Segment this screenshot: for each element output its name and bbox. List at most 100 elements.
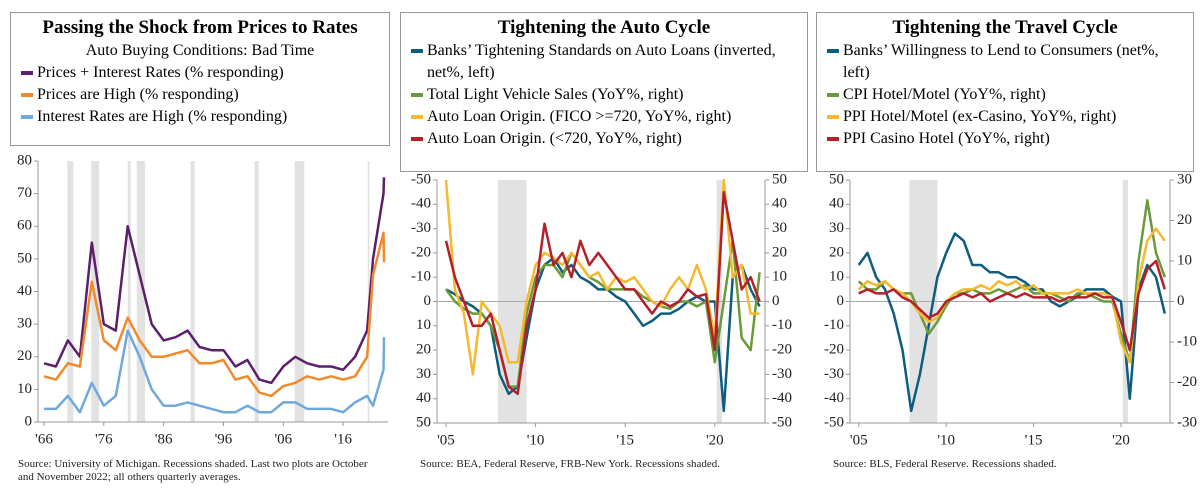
legend-label: Total Light Vehicle Sales (YoY%, right) (427, 86, 684, 103)
series-line (43, 177, 386, 385)
legend-box: Tightening the Auto Cycle Banks’ Tighteni… (400, 12, 808, 172)
y-tick-label: 50 (17, 250, 32, 266)
legend-swatch (411, 115, 423, 119)
legend-label: Banks’ Tightening Standards on Auto Loan… (427, 42, 776, 81)
legend-swatch (827, 93, 839, 97)
legend-swatch (411, 49, 423, 53)
legend-entry: Prices + Interest Rates (% responding) (19, 62, 381, 84)
y-tick-label: 30 (416, 366, 431, 382)
series-line (444, 239, 761, 388)
legend-box: Tightening the Travel Cycle Banks’ Willin… (816, 12, 1194, 172)
y-tick-label: 10 (416, 317, 431, 333)
series-line (857, 232, 1167, 413)
x-tick-label: '86 (155, 431, 173, 447)
y-tick-label: 40 (416, 390, 431, 406)
legend-swatch (411, 137, 423, 141)
chart-title: Tightening the Auto Cycle (497, 17, 711, 38)
y2-tick-label: 0 (772, 293, 780, 309)
y-tick-label: -30 (824, 366, 844, 382)
chart-title: Passing the Shock from Prices to Rates (42, 17, 358, 38)
y-tick-label: -40 (824, 390, 844, 406)
y2-tick-label: -10 (1177, 333, 1197, 349)
series-line (43, 231, 386, 398)
y-tick-label: -20 (411, 244, 431, 260)
legend-title: Auto Buying Conditions: Bad Time (85, 42, 315, 59)
y-tick-label: 70 (17, 185, 32, 201)
x-tick-label: '06 (274, 431, 292, 447)
x-tick-label: '05 (850, 432, 868, 448)
legend-entry: Prices are High (% responding) (19, 84, 381, 106)
y-tick-label: -50 (411, 171, 431, 187)
recession-band (294, 161, 305, 422)
legend-entry: Auto Loan Origin. (<720, YoY%, right) (409, 128, 799, 150)
recession-band (127, 161, 131, 422)
y2-tick-label: -10 (772, 317, 792, 333)
recession-band (367, 161, 370, 422)
x-tick-label: '20 (706, 432, 724, 448)
legend-entry: Banks’ Willingness to Lend to Consumers … (825, 40, 1185, 84)
legend-label: CPI Hotel/Motel (YoY%, right) (843, 86, 1046, 103)
y2-tick-label: -40 (772, 390, 792, 406)
legend-entry: Auto Loan Origin. (FICO >=720, YoY%, rig… (409, 106, 799, 128)
recession-band (136, 161, 146, 422)
legend-entry: Interest Rates are High (% responding) (19, 106, 381, 128)
legend-swatch (21, 115, 33, 119)
legend-box: Passing the Shock from Prices to Rates Au… (10, 12, 390, 146)
legend-entry: PPI Casino Hotel (YoY%, right) (825, 128, 1185, 150)
legend-label: PPI Casino Hotel (YoY%, right) (843, 130, 1050, 147)
x-tick-label: '20 (1112, 432, 1130, 448)
y-tick-label: 80 (17, 152, 32, 168)
legend-label: Interest Rates are High (% responding) (37, 108, 288, 125)
legend-swatch (827, 137, 839, 141)
legend-entry: PPI Hotel/Motel (ex-Casino, YoY%, right) (825, 106, 1185, 128)
y-tick-label: 0 (424, 293, 432, 309)
y-tick-label: 0 (837, 293, 845, 309)
x-tick-label: '16 (334, 431, 352, 447)
y-tick-label: 60 (17, 218, 32, 234)
x-tick-label: '66 (35, 431, 53, 447)
source-note: Source: University of Michigan. Recessio… (18, 458, 368, 483)
y2-tick-label: 50 (772, 171, 787, 187)
series-line (858, 259, 1166, 352)
y2-tick-label: 20 (772, 244, 787, 260)
y-tick-label: -40 (411, 196, 431, 212)
x-tick-label: '10 (527, 432, 545, 448)
y-tick-label: 10 (829, 269, 844, 285)
y-tick-label: -30 (411, 220, 431, 236)
y2-tick-label: -30 (772, 366, 792, 382)
y-tick-label: 40 (17, 283, 32, 299)
source-note: Source: BLS, Federal Reserve. Recessions… (833, 458, 1057, 470)
x-tick-label: '76 (95, 431, 113, 447)
y2-tick-label: 30 (772, 220, 787, 236)
y-tick-label: -10 (824, 317, 844, 333)
recession-band (254, 161, 259, 422)
y-tick-label: 50 (829, 171, 844, 187)
y-tick-label: 30 (829, 220, 844, 236)
y2-tick-label: -30 (1177, 414, 1197, 430)
y2-tick-label: 30 (1177, 171, 1192, 187)
y2-tick-label: -50 (772, 414, 792, 430)
source-note: Source: BEA, Federal Reserve, FRB-New Yo… (420, 458, 721, 470)
x-tick-label: '15 (616, 432, 634, 448)
legend-label: Auto Loan Origin. (FICO >=720, YoY%, rig… (427, 108, 732, 125)
legend-swatch (21, 71, 33, 75)
legend-entry: Banks’ Tightening Standards on Auto Loan… (409, 40, 799, 84)
series-line (44, 329, 386, 414)
chart-title: Tightening the Travel Cycle (892, 17, 1118, 38)
legend-entry: Total Light Vehicle Sales (YoY%, right) (409, 84, 799, 106)
y-tick-label: 50 (416, 414, 431, 430)
y-tick-label: 20 (416, 342, 431, 358)
y-tick-label: 20 (17, 348, 32, 364)
x-tick-label: '96 (215, 431, 233, 447)
y-tick-label: 0 (25, 413, 33, 429)
recession-band (67, 161, 74, 422)
legend-label: PPI Hotel/Motel (ex-Casino, YoY%, right) (843, 108, 1117, 125)
y2-tick-label: 0 (1177, 293, 1185, 309)
legend-entry: CPI Hotel/Motel (YoY%, right) (825, 84, 1185, 106)
y-tick-label: 40 (829, 196, 844, 212)
y2-tick-label: -20 (772, 342, 792, 358)
y-tick-label: 10 (17, 381, 32, 397)
y-tick-label: -10 (411, 269, 431, 285)
